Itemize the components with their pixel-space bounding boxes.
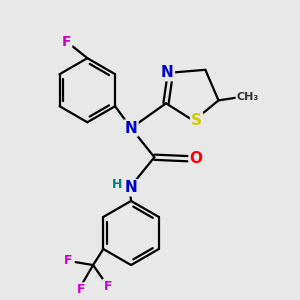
- Text: O: O: [190, 151, 202, 166]
- Text: F: F: [103, 280, 112, 292]
- Text: N: N: [125, 180, 137, 195]
- Text: S: S: [191, 113, 202, 128]
- Text: N: N: [161, 65, 174, 80]
- Text: N: N: [125, 121, 137, 136]
- Text: F: F: [61, 35, 71, 49]
- Text: CH₃: CH₃: [236, 92, 259, 103]
- Text: F: F: [77, 283, 86, 296]
- Text: H: H: [112, 178, 122, 191]
- Text: F: F: [64, 254, 73, 267]
